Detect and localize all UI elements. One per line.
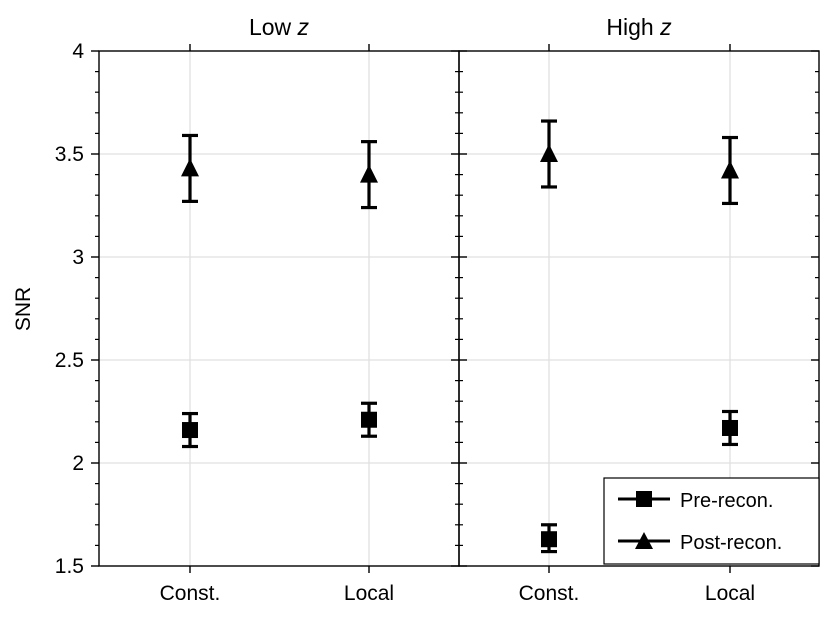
axes-layer: 1.5 2 2.5 3 3.5 4 Const. Local Const. Local bbox=[55, 40, 820, 605]
panel-frame-right bbox=[458, 50, 820, 567]
y-tick-label: 3.5 bbox=[55, 143, 84, 166]
y-tick-label: 3 bbox=[72, 246, 84, 269]
marks-layer bbox=[181, 119, 739, 554]
legend-post-label: Post-recon. bbox=[680, 532, 782, 554]
post-recon-point bbox=[181, 158, 199, 177]
post-recon-point bbox=[721, 160, 739, 179]
y-tick-label: 2 bbox=[72, 452, 84, 475]
x-tick-label: Local bbox=[344, 582, 394, 605]
x-tick-label: Const. bbox=[160, 582, 221, 605]
legend: Pre-recon. Post-recon. bbox=[603, 477, 820, 565]
legend-post-marker bbox=[635, 532, 653, 549]
pre-recon-point bbox=[361, 411, 377, 428]
pre-recon-point bbox=[722, 419, 738, 436]
panel-frame-left bbox=[98, 50, 460, 567]
y-tick-label: 1.5 bbox=[55, 555, 84, 578]
x-tick-label: Local bbox=[705, 582, 755, 605]
y-tick-label: 2.5 bbox=[55, 349, 84, 372]
y-axis-label: SNR bbox=[12, 287, 35, 331]
legend-pre-marker bbox=[636, 491, 652, 507]
panel-title-right: High z bbox=[606, 14, 672, 40]
post-recon-point bbox=[360, 164, 378, 183]
y-tick-label: 4 bbox=[72, 40, 84, 63]
panel-title-left: Low z bbox=[249, 14, 310, 40]
pre-recon-point bbox=[182, 422, 198, 439]
post-recon-point bbox=[540, 144, 558, 162]
legend-pre-label: Pre-recon. bbox=[680, 490, 773, 512]
x-tick-label: Const. bbox=[519, 582, 580, 605]
pre-recon-point bbox=[541, 531, 557, 548]
